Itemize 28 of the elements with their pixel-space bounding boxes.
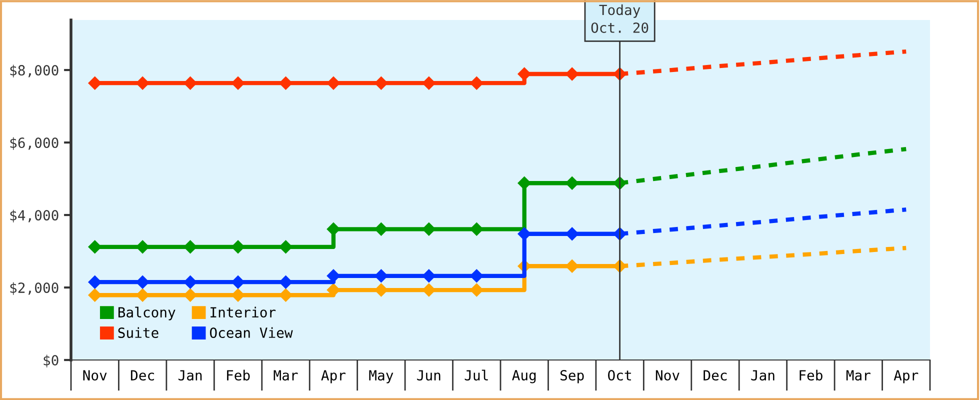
x-tick-label: May [369, 370, 394, 384]
x-tick-label: Mar [274, 370, 298, 381]
x-tick-label: Oct [608, 370, 631, 381]
ref-line-label: Today Oct. 20 [591, 4, 648, 33]
x-tick-label: Apr [894, 370, 918, 384]
x-tick-label: Sep [560, 370, 584, 384]
legend-label: Ocean View [210, 327, 293, 338]
x-tick-label: Apr [321, 370, 346, 384]
x-tick-label: Jun [417, 370, 440, 381]
y-tick-label: $6,000 [10, 137, 58, 150]
y-tick-label: $0 [44, 354, 58, 368]
legend-label: Interior [210, 306, 276, 318]
legend-label: Suite [118, 327, 158, 338]
x-tick-label: Jan [178, 370, 202, 381]
x-tick-label: Feb [227, 370, 250, 381]
x-tick-label: Mar [846, 370, 870, 381]
y-tick-label: $4,000 [10, 210, 58, 222]
y-tick-label: $8,000 [10, 64, 58, 78]
legend-label: Balcony [118, 306, 176, 320]
x-tick-label: Nov [656, 370, 680, 381]
x-tick-label: Dec [130, 370, 154, 381]
x-tick-label: Nov [83, 370, 107, 381]
x-tick-label: Feb [800, 370, 822, 381]
x-tick-label: Dec [704, 370, 727, 381]
x-tick-label: Jul [464, 370, 488, 381]
y-tick-label: $2,000 [10, 282, 58, 295]
x-tick-label: Jan [751, 370, 774, 381]
x-tick-label: Aug [512, 370, 536, 384]
